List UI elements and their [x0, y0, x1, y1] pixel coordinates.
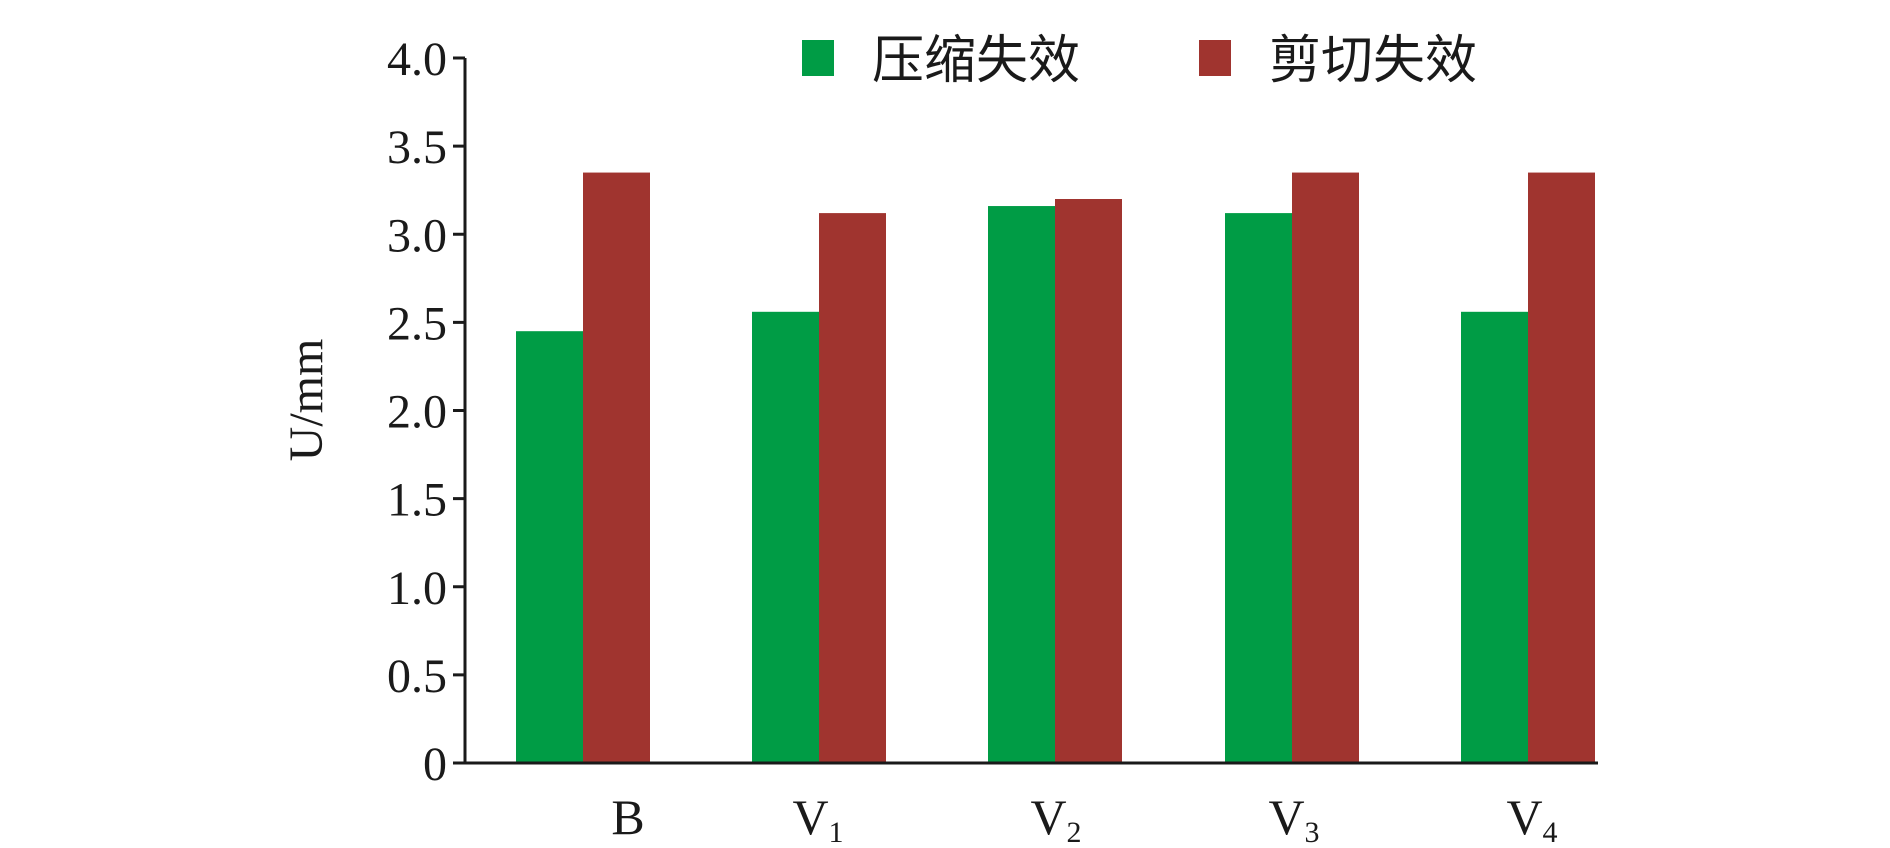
- x-tick-label-main: V: [1506, 789, 1542, 845]
- legend-swatch-0: [802, 40, 834, 76]
- x-axis-labels: B V1 V2 V3 V4: [611, 789, 1557, 848]
- x-tick-label: V3: [1268, 789, 1319, 848]
- y-tick-label: 2.0: [387, 386, 447, 439]
- x-tick-label-main: V: [1268, 789, 1304, 845]
- bar-shear-2: [1055, 199, 1122, 763]
- bar-compression-2: [988, 206, 1055, 764]
- bar-shear-3: [1292, 172, 1359, 763]
- x-tick-label-main: V: [792, 789, 828, 845]
- x-tick-label: V4: [1506, 789, 1557, 848]
- y-tick-label: 2.5: [387, 297, 447, 350]
- legend-swatch-1: [1199, 40, 1231, 76]
- x-tick-label-subscript: 2: [1067, 816, 1082, 848]
- y-axis-ticks: 0 0.5 1.0 1.5 2.0 2.5 3.0 3.5 4.0: [387, 33, 465, 791]
- x-tick-label-subscript: 3: [1305, 816, 1320, 848]
- bar-compression-4: [1461, 311, 1528, 763]
- y-tick-label: 0: [423, 738, 447, 791]
- bar-shear-1: [819, 213, 886, 764]
- bar-shear-0: [583, 172, 650, 763]
- y-tick-label: 1.0: [387, 562, 447, 615]
- x-tick-label-main: V: [1030, 789, 1066, 845]
- y-tick-label: 4.0: [387, 33, 447, 86]
- bar-compression-3: [1225, 213, 1292, 764]
- legend-label-1: 剪切失效: [1269, 31, 1477, 91]
- x-tick-label-main: B: [611, 789, 644, 845]
- bars: [516, 172, 1595, 764]
- legend: 压缩失效 剪切失效: [802, 31, 1477, 91]
- y-tick-label: 1.5: [387, 474, 447, 527]
- x-tick-label: B: [611, 789, 644, 845]
- y-tick-label: 0.5: [387, 650, 447, 703]
- y-axis-title: U/mm: [280, 339, 333, 462]
- legend-label-0: 压缩失效: [872, 31, 1080, 91]
- x-tick-label-subscript: 4: [1543, 816, 1558, 848]
- x-tick-label-subscript: 1: [829, 816, 844, 848]
- y-tick-label: 3.0: [387, 209, 447, 262]
- y-tick-label: 3.5: [387, 121, 447, 174]
- bar-compression-0: [516, 331, 583, 763]
- x-tick-label: V2: [1030, 789, 1081, 848]
- x-tick-label: V1: [792, 789, 843, 848]
- bar-compression-1: [752, 311, 819, 763]
- bar-shear-4: [1528, 172, 1595, 763]
